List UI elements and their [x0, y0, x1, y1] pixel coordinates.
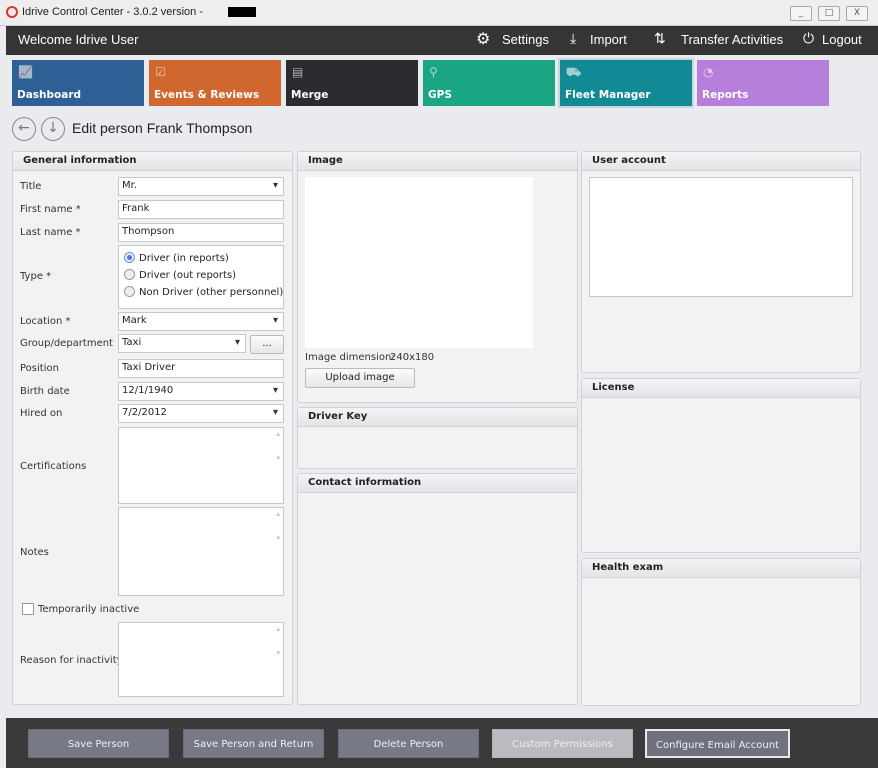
reason-label: Reason for inactivity: [20, 655, 123, 666]
logout-link[interactable]: Logout: [822, 32, 862, 47]
radio-label: Driver (out reports): [139, 270, 237, 281]
tile-label: Fleet Manager: [565, 89, 651, 101]
group-select[interactable]: Taxi: [118, 334, 246, 353]
image-preview: [305, 177, 533, 348]
title-label: Title: [20, 181, 42, 192]
panel-header: User account: [582, 152, 860, 171]
app-logo-icon: [6, 6, 18, 18]
panel-header: General information: [13, 152, 292, 171]
tile-reports[interactable]: ◔ Reports: [697, 60, 829, 106]
import-link[interactable]: Import: [590, 32, 627, 47]
group-browse-button[interactable]: ...: [250, 335, 284, 354]
last-name-input[interactable]: Thompson: [118, 223, 284, 242]
certifications-textarea[interactable]: [118, 427, 284, 504]
title-bar: Idrive Control Center - 3.0.2 version - …: [0, 0, 878, 26]
tile-merge[interactable]: ▤ Merge: [286, 60, 418, 106]
position-label: Position: [20, 363, 59, 374]
gear-icon: ⚙: [476, 31, 491, 48]
type-radio[interactable]: Driver (out reports): [124, 269, 236, 281]
license-panel: License: [581, 378, 861, 553]
tile-gps[interactable]: ⚲ GPS: [423, 60, 555, 106]
panel-header: Image: [298, 152, 577, 171]
tile-label: Merge: [291, 89, 329, 101]
birth-date-picker[interactable]: 12/1/1940: [118, 382, 284, 401]
radio-icon: [124, 252, 135, 263]
merge-icon: ▤: [292, 65, 304, 79]
notes-textarea[interactable]: [118, 507, 284, 596]
group-label: Group/department: [20, 338, 113, 349]
custom-permissions-button[interactable]: Custom Permissions: [492, 729, 633, 758]
save-person-button[interactable]: Save Person: [28, 729, 169, 758]
type-radio[interactable]: Driver (in reports): [124, 252, 229, 264]
last-name-label: Last name *: [20, 227, 81, 238]
map-pin-icon: ⚲: [429, 65, 438, 79]
position-input[interactable]: Taxi Driver: [118, 359, 284, 378]
location-select[interactable]: Mark: [118, 312, 284, 331]
hired-on-label: Hired on: [20, 408, 63, 419]
notes-label: Notes: [20, 547, 49, 558]
reason-textarea[interactable]: [118, 622, 284, 697]
radio-label: Non Driver (other personnel): [139, 287, 284, 298]
radio-label: Driver (in reports): [139, 253, 229, 264]
panel-header: Contact information: [298, 474, 577, 493]
health-exam-panel: Health exam: [581, 558, 861, 706]
panel-header: Health exam: [582, 559, 860, 578]
pie-chart-icon: ◔: [703, 65, 714, 79]
back-button[interactable]: ←: [12, 117, 36, 141]
type-radio[interactable]: Non Driver (other personnel): [124, 286, 283, 298]
tile-label: Dashboard: [17, 89, 82, 101]
certifications-label: Certifications: [20, 461, 87, 472]
image-dimension-label: Image dimension:: [305, 352, 395, 363]
delete-person-button[interactable]: Delete Person: [338, 729, 479, 758]
tile-label: GPS: [428, 89, 452, 101]
radio-icon: [124, 286, 135, 297]
upload-image-button[interactable]: Upload image: [305, 368, 415, 388]
settings-link[interactable]: Settings: [502, 32, 549, 47]
first-name-input[interactable]: Frank: [118, 200, 284, 219]
driver-key-panel: Driver Key: [297, 407, 578, 469]
panel-header: Driver Key: [298, 408, 577, 427]
panel-header: License: [582, 379, 860, 398]
tile-label: Reports: [702, 89, 749, 101]
save-and-return-button[interactable]: Save Person and Return: [183, 729, 324, 758]
role-radio-group: [589, 177, 853, 297]
top-bar: Welcome Idrive User ⚙ Settings ⤓ Import …: [6, 26, 878, 55]
down-button[interactable]: ↓: [41, 117, 65, 141]
maximize-button[interactable]: □: [818, 6, 840, 21]
clipboard-icon: ☑: [155, 65, 166, 79]
inactive-checkbox[interactable]: [22, 603, 34, 615]
tile-dashboard[interactable]: 📈 Dashboard: [12, 60, 144, 106]
minimize-button[interactable]: _: [790, 6, 812, 21]
image-dimension-value: 240x180: [390, 352, 435, 363]
location-label: Location *: [20, 316, 71, 327]
transfer-activities-link[interactable]: Transfer Activities: [681, 32, 784, 47]
close-button[interactable]: X: [846, 6, 868, 21]
birth-date-label: Birth date: [20, 386, 70, 397]
contact-information-panel: Contact information: [297, 473, 578, 705]
cars-icon: ⛟: [566, 65, 582, 79]
welcome-text: Welcome Idrive User: [18, 32, 139, 47]
redacted-block: [228, 7, 256, 17]
type-radio-group: [118, 245, 284, 309]
window-title: Idrive Control Center - 3.0.2 version -: [22, 6, 203, 18]
chart-icon: 📈: [18, 65, 33, 79]
radio-icon: [124, 269, 135, 280]
title-select[interactable]: Mr.: [118, 177, 284, 196]
power-icon: ⏻: [803, 30, 815, 46]
inactive-label: Temporarily inactive: [38, 604, 140, 615]
hired-on-picker[interactable]: 7/2/2012: [118, 404, 284, 423]
download-icon: ⤓: [570, 30, 577, 46]
page-title: Edit person Frank Thompson: [72, 120, 253, 136]
first-name-label: First name *: [20, 204, 81, 215]
configure-email-button[interactable]: Configure Email Account: [645, 729, 790, 758]
tile-fleet-manager[interactable]: ⛟ Fleet Manager: [558, 58, 694, 108]
type-label: Type *: [20, 271, 52, 282]
transfer-icon: ⇅: [654, 30, 666, 46]
tile-label: Events & Reviews: [154, 89, 260, 101]
tile-events-reviews[interactable]: ☑ Events & Reviews: [149, 60, 281, 106]
